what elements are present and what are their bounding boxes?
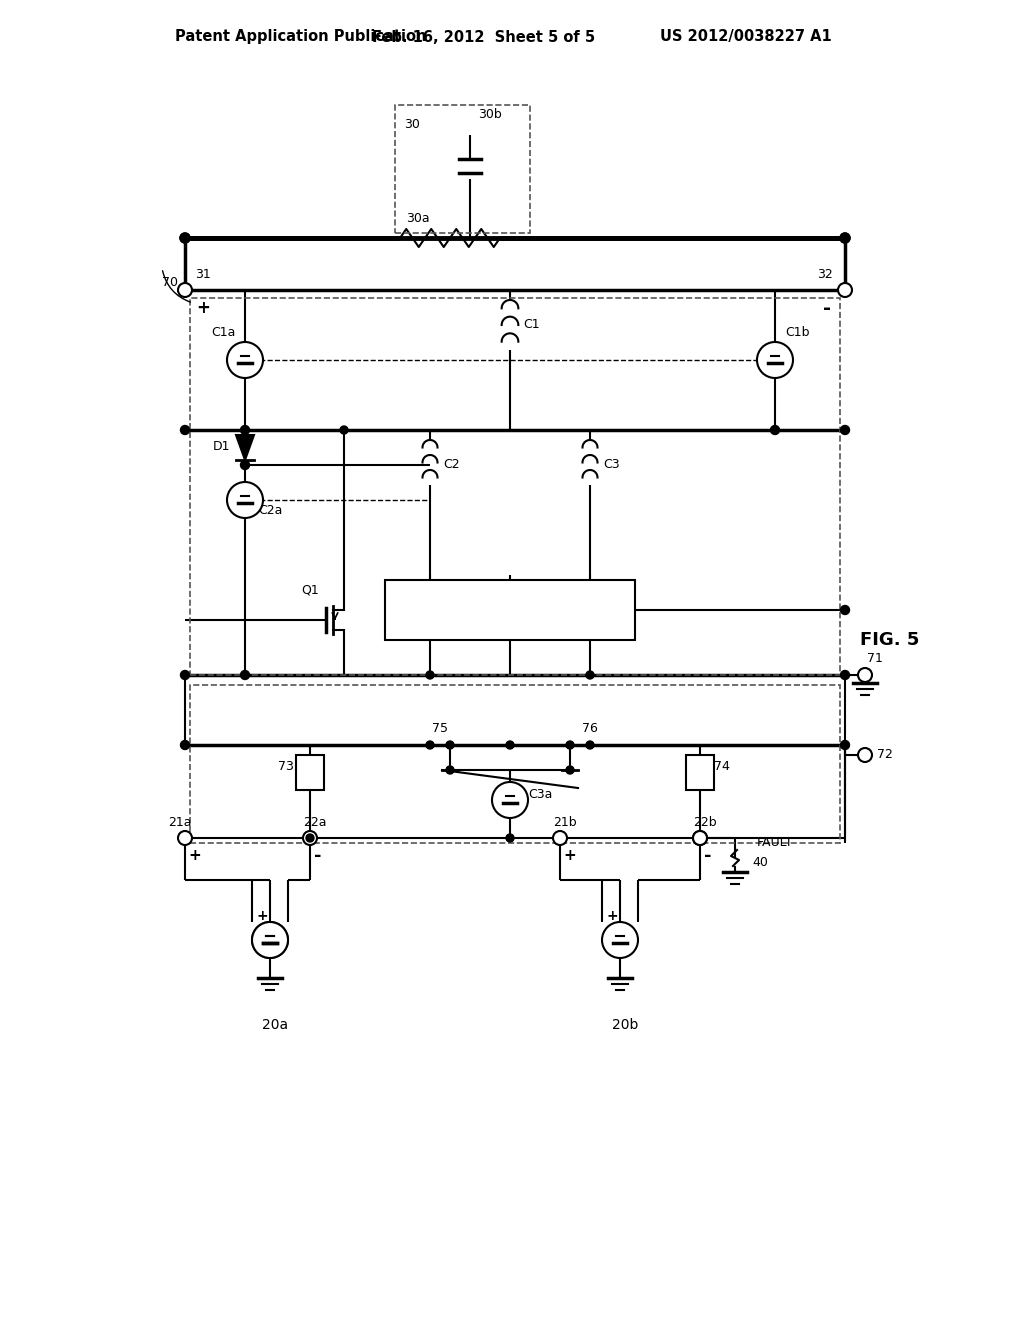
Circle shape: [566, 766, 574, 774]
Circle shape: [841, 741, 850, 750]
Circle shape: [770, 425, 779, 434]
Text: -: -: [274, 935, 282, 953]
Circle shape: [241, 425, 250, 434]
Circle shape: [180, 671, 189, 680]
Circle shape: [586, 741, 594, 748]
Bar: [296, 755, 324, 789]
Circle shape: [506, 741, 514, 748]
Circle shape: [180, 234, 190, 243]
Text: 70: 70: [162, 276, 178, 289]
Circle shape: [757, 342, 793, 378]
Circle shape: [178, 282, 193, 297]
Circle shape: [180, 741, 189, 750]
Text: 30: 30: [404, 119, 420, 132]
Text: 32: 32: [817, 268, 833, 281]
Text: 73: 73: [279, 760, 294, 774]
Circle shape: [841, 671, 850, 680]
Text: Patent Application Publication: Patent Application Publication: [175, 29, 427, 45]
Circle shape: [693, 832, 707, 845]
Bar: [190, 685, 840, 843]
Circle shape: [840, 234, 850, 243]
Text: Q1: Q1: [301, 583, 318, 597]
Text: 11: 11: [499, 601, 521, 619]
Circle shape: [506, 834, 514, 842]
Text: 72: 72: [878, 748, 893, 762]
Circle shape: [446, 741, 454, 748]
Circle shape: [252, 921, 288, 958]
Text: -: -: [314, 847, 322, 865]
Text: US 2012/0038227 A1: US 2012/0038227 A1: [660, 29, 831, 45]
Circle shape: [602, 921, 638, 958]
Text: 22a: 22a: [303, 816, 327, 829]
Text: C1: C1: [523, 318, 541, 331]
Text: C3: C3: [604, 458, 621, 471]
Circle shape: [227, 482, 263, 517]
Polygon shape: [236, 436, 254, 459]
Text: +: +: [256, 909, 268, 923]
Circle shape: [841, 606, 850, 615]
Circle shape: [241, 671, 250, 680]
Circle shape: [838, 282, 852, 297]
Text: 75: 75: [432, 722, 449, 735]
Circle shape: [241, 461, 250, 470]
Text: 31: 31: [196, 268, 211, 281]
Circle shape: [858, 748, 872, 762]
Circle shape: [492, 781, 528, 818]
Circle shape: [840, 234, 850, 243]
Circle shape: [306, 834, 314, 842]
Circle shape: [841, 425, 850, 434]
Bar: [395, 106, 530, 234]
Circle shape: [306, 834, 314, 842]
Text: 74: 74: [714, 760, 730, 774]
Text: 76: 76: [582, 722, 598, 735]
Text: 71: 71: [867, 652, 883, 665]
Circle shape: [180, 234, 190, 243]
Text: 30b: 30b: [478, 108, 502, 121]
Text: 30a: 30a: [407, 211, 430, 224]
Text: C2a: C2a: [258, 503, 283, 516]
Circle shape: [303, 832, 317, 845]
Circle shape: [340, 426, 348, 434]
Text: D1: D1: [212, 441, 229, 454]
Circle shape: [178, 832, 193, 845]
Text: FAULT: FAULT: [757, 837, 794, 850]
Circle shape: [586, 671, 594, 678]
Circle shape: [693, 832, 707, 845]
Bar: [385, 579, 635, 640]
Circle shape: [858, 668, 872, 682]
Text: +: +: [563, 849, 577, 863]
Circle shape: [553, 832, 567, 845]
Text: +: +: [196, 300, 210, 317]
Text: 20a: 20a: [262, 1018, 288, 1032]
Text: C1b: C1b: [784, 326, 809, 338]
Bar: [190, 298, 840, 675]
Text: C3a: C3a: [527, 788, 552, 801]
Text: 40: 40: [752, 857, 768, 870]
Text: -: -: [625, 935, 632, 953]
Text: FIG. 5: FIG. 5: [860, 631, 920, 649]
Text: C2: C2: [443, 458, 461, 471]
Text: C1a: C1a: [211, 326, 236, 338]
Text: -: -: [705, 847, 712, 865]
Text: -: -: [823, 298, 831, 318]
Circle shape: [426, 741, 434, 748]
Circle shape: [252, 921, 288, 958]
Text: Feb. 16, 2012  Sheet 5 of 5: Feb. 16, 2012 Sheet 5 of 5: [372, 29, 595, 45]
Text: 21a: 21a: [168, 816, 191, 829]
Circle shape: [566, 741, 574, 748]
Text: +: +: [188, 849, 202, 863]
Text: 21b: 21b: [553, 816, 577, 829]
Bar: [686, 755, 714, 789]
Circle shape: [426, 671, 434, 678]
Text: 22b: 22b: [693, 816, 717, 829]
Text: 20b: 20b: [611, 1018, 638, 1032]
Circle shape: [446, 766, 454, 774]
Circle shape: [227, 342, 263, 378]
Circle shape: [696, 834, 705, 842]
Text: +: +: [606, 909, 617, 923]
Circle shape: [180, 425, 189, 434]
Circle shape: [696, 834, 705, 842]
